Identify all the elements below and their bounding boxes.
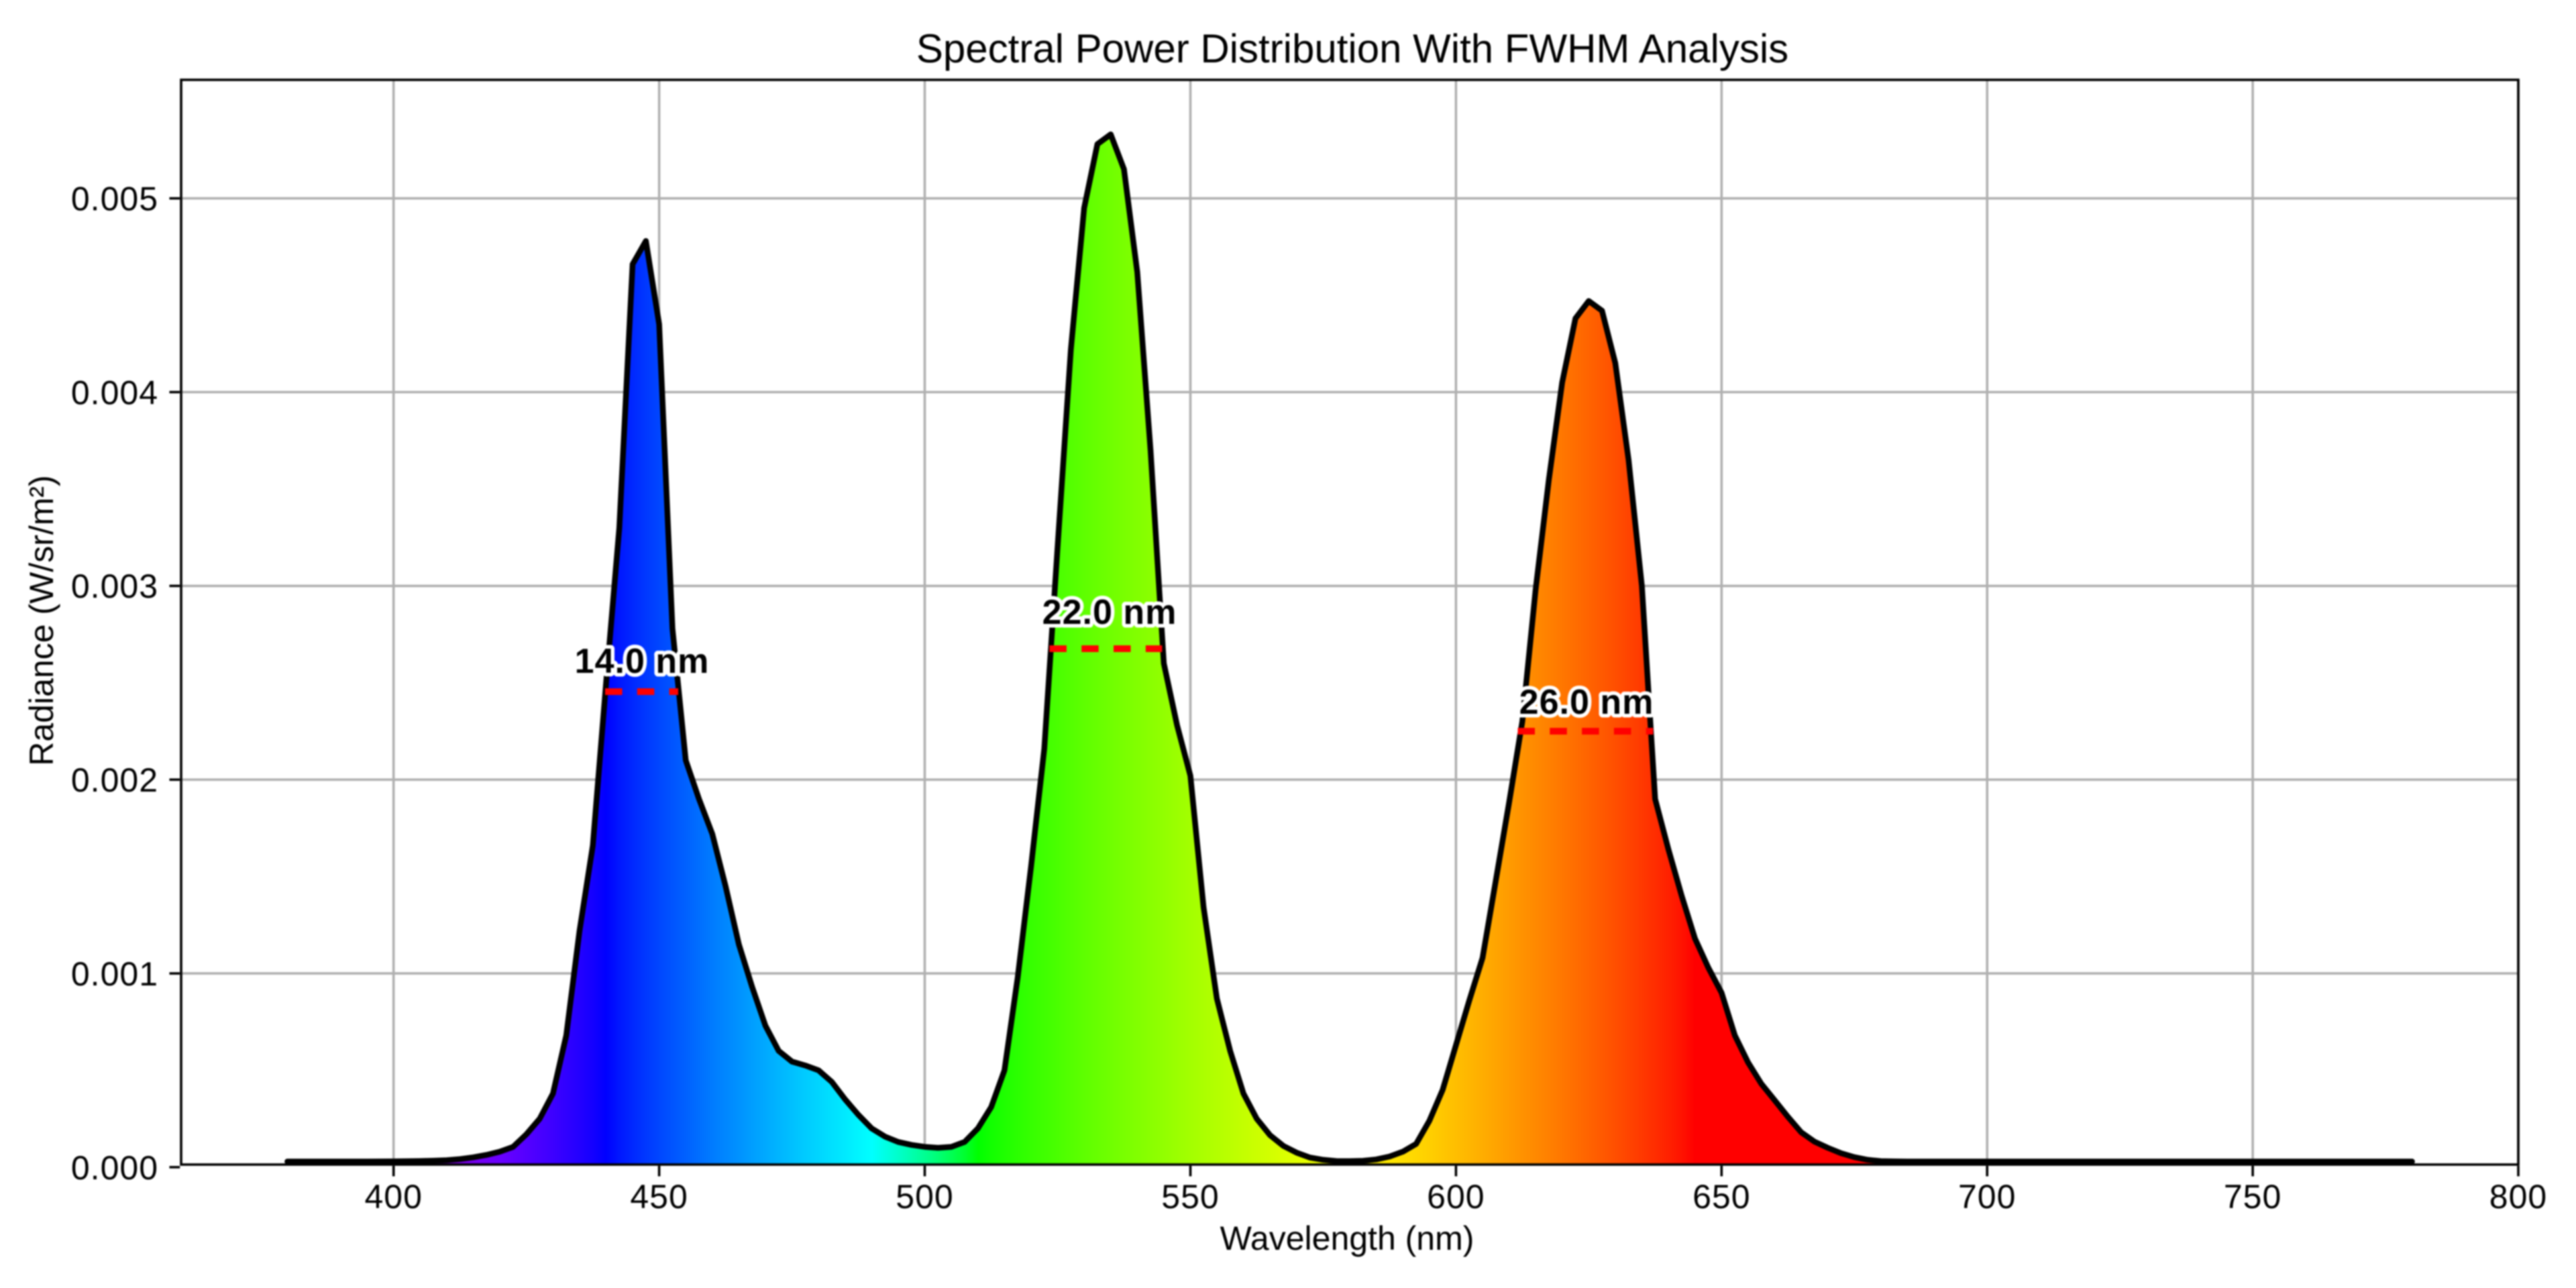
- svg-text:26.0 nm: 26.0 nm: [1519, 683, 1654, 722]
- svg-text:22.0 nm: 22.0 nm: [1042, 593, 1177, 632]
- svg-text:14.0 nm: 14.0 nm: [575, 642, 710, 681]
- svg-text:0.001: 0.001: [71, 955, 158, 993]
- svg-text:450: 450: [630, 1178, 688, 1216]
- svg-text:800: 800: [2489, 1178, 2547, 1216]
- svg-text:500: 500: [896, 1178, 953, 1216]
- svg-text:0.002: 0.002: [71, 761, 158, 799]
- svg-text:0.003: 0.003: [71, 568, 158, 605]
- svg-text:Spectral Power Distribution Wi: Spectral Power Distribution With FWHM An…: [916, 26, 1788, 71]
- svg-text:750: 750: [2224, 1178, 2282, 1216]
- svg-text:Radiance (W/sr/m²): Radiance (W/sr/m²): [23, 475, 60, 765]
- svg-text:550: 550: [1161, 1178, 1219, 1216]
- svg-text:0.005: 0.005: [71, 180, 158, 218]
- svg-text:Wavelength (nm): Wavelength (nm): [1220, 1220, 1474, 1257]
- svg-text:400: 400: [364, 1178, 422, 1216]
- svg-text:650: 650: [1693, 1178, 1750, 1216]
- svg-text:600: 600: [1427, 1178, 1485, 1216]
- svg-text:700: 700: [1958, 1178, 2016, 1216]
- svg-text:0.000: 0.000: [71, 1149, 158, 1187]
- svg-text:0.004: 0.004: [71, 374, 158, 411]
